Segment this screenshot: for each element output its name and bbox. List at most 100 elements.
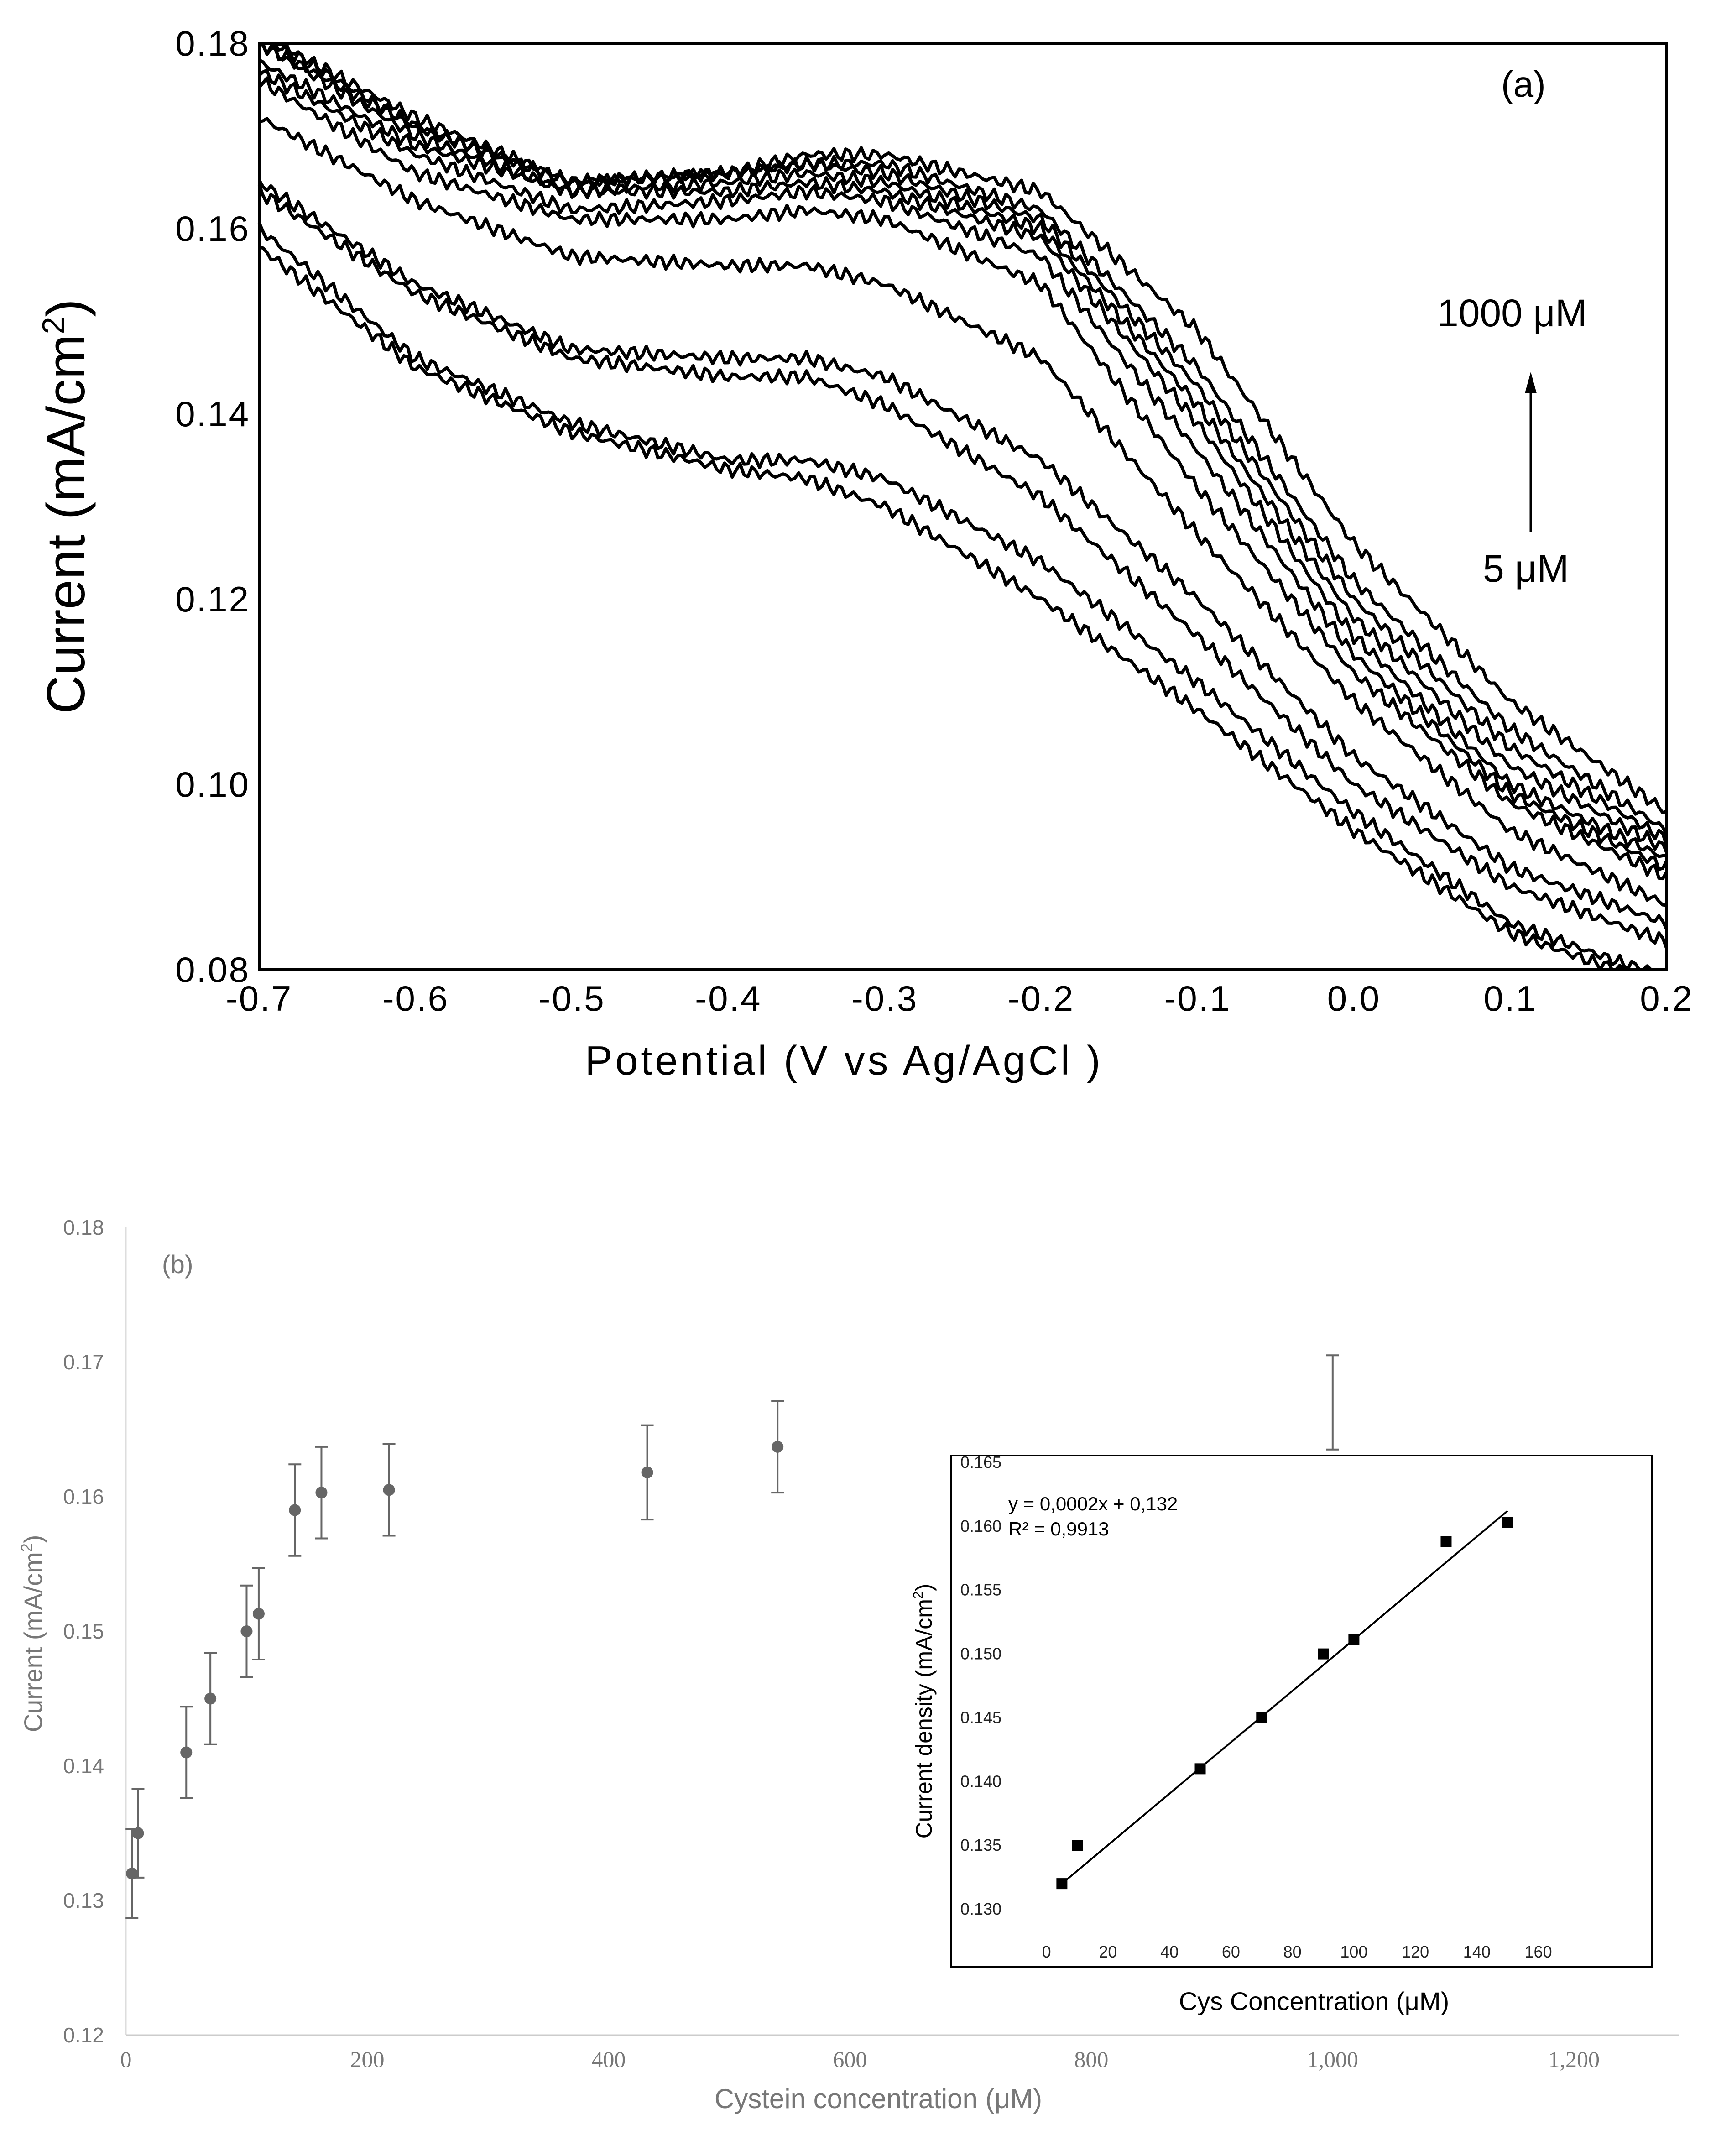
panel-b-y-tick-label: 0.18 — [63, 1216, 104, 1239]
panel-a-x-tick-label: 0.2 — [1640, 978, 1693, 1018]
panel-b-y-tick-label: 0.16 — [63, 1485, 104, 1509]
panel-a-x-tick-label: -0.7 — [226, 978, 292, 1018]
inset-y-tick-label: 0.140 — [960, 1772, 1001, 1791]
panel-a-y-ticks: 0.08 0.10 0.12 0.14 0.16 0.18 — [175, 23, 250, 990]
inset-y-tick-label: 0.165 — [960, 1453, 1001, 1472]
panel-b-y-tick-label: 0.17 — [63, 1350, 104, 1374]
inset-y-ticks: 0.130 0.135 0.140 0.145 0.150 0.155 0.160 0.165 — [960, 1453, 1001, 1918]
panel-b-x-tick-label: 200 — [350, 2046, 384, 2072]
panel-a-x-tick-label: -0.4 — [695, 978, 762, 1018]
panel-b-data-point — [315, 1487, 328, 1499]
panel-b-x-tick-label: 0 — [120, 2046, 132, 2072]
inset-data-point — [1318, 1648, 1329, 1660]
panel-a-tag: (a) — [1501, 64, 1546, 104]
inset-fit-line — [1061, 1510, 1508, 1885]
inset-x-tick-label: 20 — [1099, 1942, 1117, 1961]
panel-b-data-point — [252, 1608, 265, 1620]
panel-a-plot-frame — [258, 42, 1668, 971]
panel-a-curve — [258, 68, 1669, 871]
panel-b-y-axis-label: Current (mA/cm2) — [18, 1535, 47, 1733]
inset-equation: y = 0,0002x + 0,132 — [1008, 1493, 1178, 1514]
panel-a-curve — [258, 58, 1667, 858]
panel-a-curve — [259, 245, 1667, 971]
panel-b-data-point — [126, 1868, 138, 1879]
panel-b-data-point — [772, 1441, 784, 1453]
inset-x-ticks: 0 20 40 60 80 100 120 140 160 — [1042, 1942, 1552, 1961]
panel-a-curve — [257, 222, 1667, 971]
panel-a-x-ticks: -0.7 -0.6 -0.5 -0.4 -0.3 -0.2 -0.1 0.0 0.1 0.2 — [226, 978, 1693, 1018]
inset-y-tick-label: 0.155 — [960, 1581, 1001, 1599]
panel-b-y-tick-label: 0.12 — [63, 2023, 104, 2047]
inset-background — [950, 1455, 1653, 1968]
inset-x-tick-label: 160 — [1525, 1942, 1552, 1961]
inset-data-point — [1502, 1517, 1513, 1528]
panel-b-x-tick-label: 1,200 — [1549, 2046, 1600, 2072]
inset-data-point — [1256, 1712, 1267, 1723]
inset-y-tick-label: 0.150 — [960, 1644, 1001, 1663]
panel-b-data-point — [240, 1625, 253, 1637]
panel-b-y-ticks: 0.12 0.13 0.14 0.15 0.16 0.17 0.18 — [63, 1216, 104, 2047]
inset-regression-line — [1061, 1510, 1508, 1885]
panel-b-data-point — [132, 1827, 144, 1839]
panel-a-curves — [257, 42, 1669, 971]
panel-b-x-tick-label: 1,000 — [1307, 2046, 1359, 2072]
panel-b-x-tick-label: 400 — [591, 2046, 626, 2072]
panel-a-arrow-head — [1525, 372, 1537, 393]
panel-a-curve — [259, 42, 1668, 814]
panel-a-y-axis-label: Current (mA/cm2) — [36, 299, 96, 714]
inset-x-tick-label: 140 — [1463, 1942, 1491, 1961]
panel-a-curve — [257, 184, 1669, 950]
panel-a-y-tick-label: 0.10 — [175, 764, 250, 804]
inset-x-tick-label: 80 — [1283, 1942, 1302, 1961]
inset-y-axis-label: Current density (mA/cm2) — [911, 1584, 937, 1838]
panel-a-x-tick-label: 0.1 — [1484, 978, 1537, 1018]
panel-b-chart: 0 200 400 600 800 1,000 1,200 0.120.130.140.15… — [18, 1216, 1679, 2114]
inset-y-tick-label: 0.135 — [960, 1836, 1001, 1854]
panel-b-data-point — [204, 1692, 217, 1705]
panel-a-curve — [259, 42, 1669, 836]
inset-points — [1056, 1517, 1513, 1890]
panel-b-data-point — [289, 1504, 301, 1516]
panel-b-x-axis-label: Cystein concentration (μM) — [715, 2083, 1042, 2114]
panel-b-y-tick-label: 0.14 — [63, 1754, 104, 1778]
panel-a-x-tick-label: -0.1 — [1164, 978, 1231, 1018]
panel-b-inset-chart: 0 20 40 60 80 100 120 140 160 0.1300.1350.1400.1… — [911, 1453, 1653, 2015]
panel-a-curve — [257, 179, 1669, 930]
inset-x-tick-label: 60 — [1222, 1942, 1240, 1961]
inset-x-tick-label: 0 — [1042, 1942, 1051, 1961]
inset-data-point — [1194, 1763, 1206, 1775]
inset-data-point — [1072, 1840, 1083, 1851]
inset-data-point — [1440, 1536, 1452, 1547]
panel-a-y-tick-label: 0.14 — [175, 394, 250, 434]
panel-a-x-tick-label: -0.5 — [538, 978, 605, 1018]
panel-b-x-ticks: 0 200 400 600 800 1,000 1,200 — [120, 2046, 1600, 2072]
panel-a-annotation-high: 1000 μM — [1437, 292, 1587, 334]
panel-a-x-tick-label: -0.2 — [1008, 978, 1074, 1018]
panel-b-tag: (b) — [162, 1250, 193, 1279]
inset-x-axis-label: Cys Concentration (μM) — [1179, 1987, 1449, 2015]
inset-data-point — [1348, 1634, 1360, 1645]
panel-a-curve — [259, 117, 1667, 907]
inset-x-tick-label: 120 — [1402, 1942, 1429, 1961]
inset-y-tick-label: 0.130 — [960, 1900, 1001, 1918]
panel-a-y-tick-label: 0.12 — [175, 579, 250, 619]
panel-a-annotation-low: 5 μM — [1483, 547, 1569, 590]
panel-a-x-tick-label: -0.6 — [382, 978, 449, 1018]
inset-x-tick-label: 40 — [1160, 1942, 1179, 1961]
panel-a-x-tick-label: 0.0 — [1327, 978, 1381, 1018]
inset-data-point — [1056, 1878, 1068, 1890]
panel-a-x-axis-label: Potential (V vs Ag/AgCl ) — [585, 1038, 1103, 1084]
panel-b-x-tick-label: 600 — [833, 2046, 867, 2072]
panel-b-data-point — [641, 1466, 653, 1478]
inset-r-squared: R² = 0,9913 — [1008, 1518, 1109, 1540]
panel-b-y-tick-label: 0.15 — [63, 1619, 104, 1643]
panel-b-x-tick-label: 800 — [1074, 2046, 1108, 2072]
panel-b-points — [125, 1354, 1339, 1919]
panel-b-y-tick-label: 0.13 — [63, 1889, 104, 1912]
panel-b-data-point — [180, 1746, 193, 1759]
panel-a-curve — [258, 76, 1669, 881]
panel-a-y-tick-label: 0.08 — [175, 950, 250, 990]
panel-b-data-point — [383, 1484, 395, 1496]
panel-a-chart: -0.7 -0.6 -0.5 -0.4 -0.3 -0.2 -0.1 0.0 0.1 0.2 0.… — [36, 23, 1693, 1084]
